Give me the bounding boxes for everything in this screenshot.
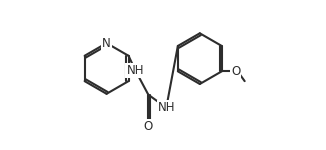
Text: O: O <box>231 65 240 78</box>
Text: NH: NH <box>157 101 175 114</box>
Text: O: O <box>144 120 153 133</box>
Text: N: N <box>102 37 111 50</box>
Text: NH: NH <box>126 64 144 77</box>
